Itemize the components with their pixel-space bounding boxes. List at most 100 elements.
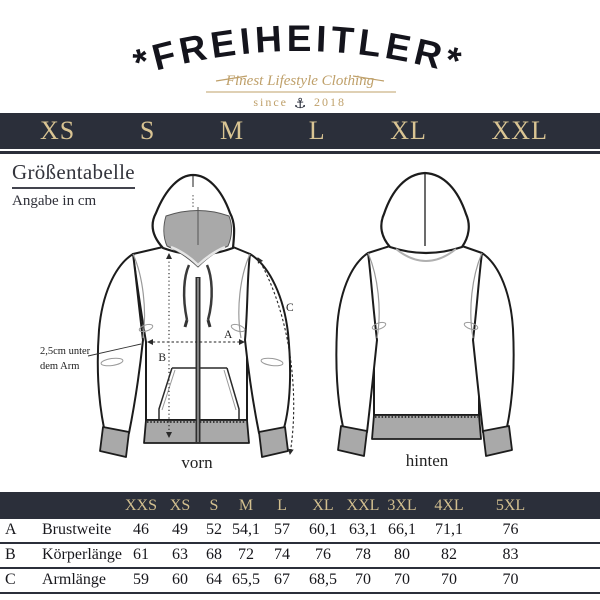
tagline-flourish-right	[352, 75, 385, 82]
row-value: 54,1	[230, 519, 262, 544]
col-header-l: L	[262, 492, 302, 519]
back-waistband	[371, 414, 482, 440]
col-header-3xl: 3XL	[382, 492, 422, 519]
front-right-sleeve	[244, 253, 292, 434]
size-table: XXS XS S M L XL XXL 3XL 4XL 5XL A Brustwe…	[0, 492, 600, 594]
row-value: 74	[262, 543, 302, 569]
back-right-cuff	[482, 425, 513, 457]
banner-size-l: L	[308, 116, 326, 145]
page-subtitle: Angabe in cm	[12, 193, 97, 209]
front-view-label: vorn	[181, 453, 213, 472]
row-value: 59	[120, 568, 162, 594]
banner-size-s: S	[139, 116, 156, 145]
underarm-note-line2: dem Arm	[40, 361, 79, 372]
row-value: 63	[162, 543, 198, 569]
row-value: 70	[476, 568, 545, 594]
back-body	[366, 245, 485, 416]
table-row: B Körperlänge 61 63 68 72 74 76 78 80 82 83	[0, 543, 600, 569]
row-value: 49	[162, 519, 198, 544]
front-hood-rim	[170, 245, 226, 267]
col-header-5xl: 5XL	[476, 492, 545, 519]
col-header-s: S	[198, 492, 230, 519]
measure-c-label: C	[286, 302, 294, 314]
since-label: since	[253, 95, 288, 109]
row-value: 82	[422, 543, 476, 569]
table-heading: Größentabelle Angabe in cm	[12, 160, 135, 210]
row-label: Brustweite	[28, 519, 120, 544]
row-value: 78	[344, 543, 382, 569]
anchor-icon: ⚓	[294, 96, 307, 112]
underarm-note-line1: 2,5cm unter	[40, 346, 91, 357]
tagline-flourish-left	[215, 75, 248, 82]
col-header-4xl: 4XL	[422, 492, 476, 519]
hoodie-back-drawing	[335, 171, 515, 457]
col-header-xxs: XXS	[120, 492, 162, 519]
front-armhole-seams	[132, 253, 251, 339]
back-right-underarm-detail	[463, 321, 479, 331]
header-label-spacer	[28, 492, 120, 519]
header-end-spacer	[545, 492, 600, 519]
table-row: C Armlänge 59 60 64 65,5 67 68,5 70 70 70 70	[0, 568, 600, 594]
banner-size-xs: XS	[40, 116, 76, 145]
row-value: 46	[120, 519, 162, 544]
hoodie-front-drawing	[96, 173, 292, 458]
front-left-underarm-detail	[138, 323, 154, 333]
row-value: 52	[198, 519, 230, 544]
back-right-sleeve	[472, 252, 515, 433]
row-value: 76	[302, 543, 344, 569]
row-value: 63,1	[344, 519, 382, 544]
front-right-underarm-detail	[230, 323, 246, 333]
row-value: 61	[120, 543, 162, 569]
row-key: C	[0, 568, 28, 594]
header-key-spacer	[0, 492, 28, 519]
row-value: 60,1	[302, 519, 344, 544]
row-value: 64	[198, 568, 230, 594]
row-value: 70	[382, 568, 422, 594]
since-year: 2018	[314, 95, 346, 109]
back-left-sleeve	[335, 252, 378, 433]
page-title: Größentabelle	[12, 160, 135, 189]
front-right-cuff	[258, 426, 289, 458]
row-value	[545, 543, 600, 569]
banner-size-xxl: XXL	[491, 116, 548, 145]
measure-b-label: B	[158, 352, 166, 364]
row-value	[545, 568, 600, 594]
size-table-body: A Brustweite 46 49 52 54,1 57 60,1 63,1 66,1 71,1 7…	[0, 519, 600, 594]
row-value: 80	[382, 543, 422, 569]
back-collar-seam	[395, 248, 457, 262]
row-label: Körperlänge	[28, 543, 122, 569]
hoodie-diagram: A B C 2,5cm unter dem Arm vorn hinten	[40, 171, 515, 472]
front-left-sleeve	[96, 253, 144, 434]
row-key: B	[0, 543, 28, 569]
row-value: 70	[344, 568, 382, 594]
brand-logo: *FREIHEITLER* Finest Lifestyle Clothing …	[129, 18, 465, 112]
row-value: 65,5	[230, 568, 262, 594]
col-header-xs: XS	[162, 492, 198, 519]
row-value: 57	[262, 519, 302, 544]
row-value: 76	[476, 519, 545, 544]
brand-tagline: Finest Lifestyle Clothing	[225, 73, 375, 89]
front-left-cuff	[99, 426, 130, 458]
front-left-elbow-detail	[100, 357, 124, 367]
underarm-pointer-line	[87, 343, 142, 357]
table-row: A Brustweite 46 49 52 54,1 57 60,1 63,1 66,1 71,1 7…	[0, 519, 600, 544]
row-value: 67	[262, 568, 302, 594]
size-banner: XS S M L XL XXL	[0, 113, 600, 149]
col-header-xxl: XXL	[344, 492, 382, 519]
row-value: 71,1	[422, 519, 476, 544]
row-value	[545, 519, 600, 544]
measure-a-label: A	[224, 329, 233, 341]
row-value: 83	[476, 543, 545, 569]
front-drawstring-tips	[183, 319, 212, 328]
back-left-cuff	[337, 425, 368, 457]
row-label: Armlänge	[28, 568, 120, 594]
row-value: 68,5	[302, 568, 344, 594]
row-key: A	[0, 519, 28, 544]
back-view-label: hinten	[406, 451, 449, 470]
banner-size-xl: XL	[390, 116, 427, 145]
row-value: 72	[230, 543, 262, 569]
front-drawstrings	[182, 264, 213, 321]
row-value: 68	[198, 543, 230, 569]
banner-underline	[0, 151, 600, 154]
